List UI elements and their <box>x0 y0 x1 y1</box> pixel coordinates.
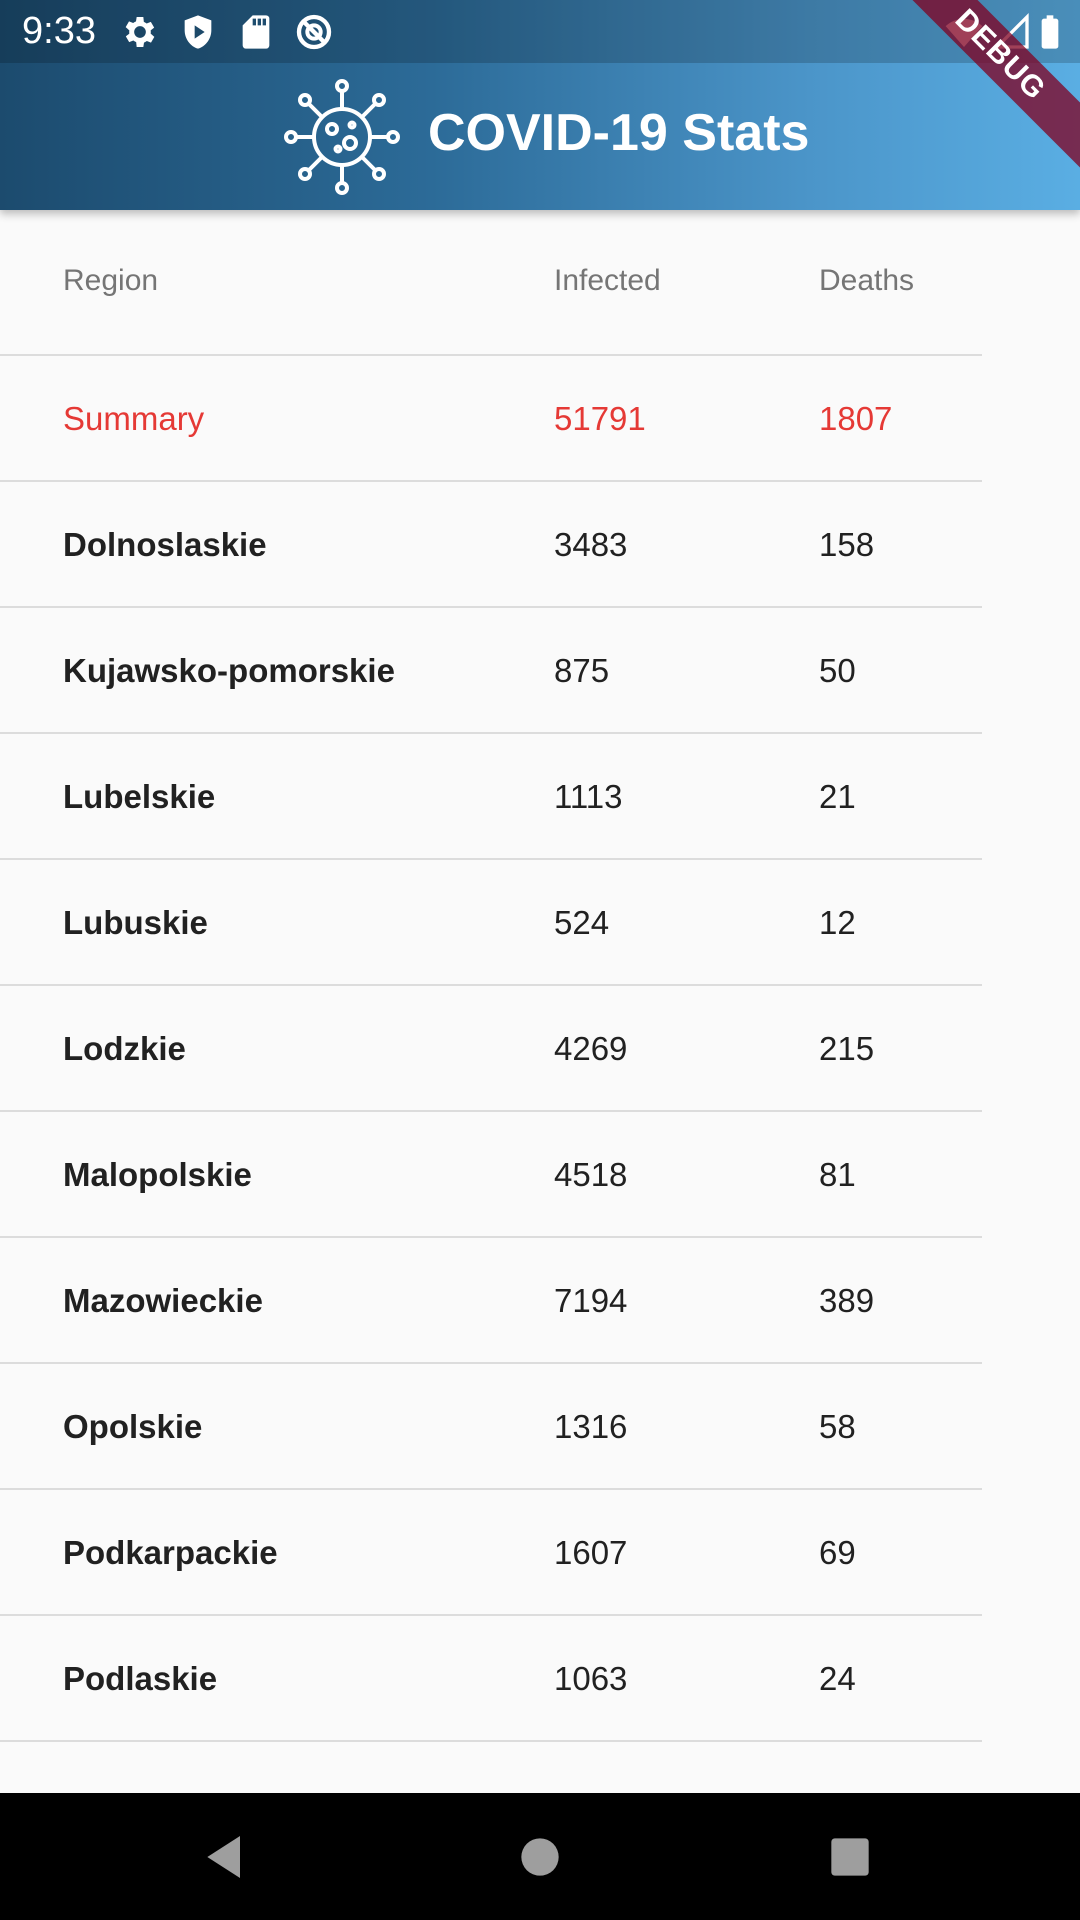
header-infected[interactable]: Infected <box>554 264 661 297</box>
recents-icon[interactable] <box>822 1829 878 1885</box>
infected-cell: 1607 <box>554 1534 628 1571</box>
infected-cell: 1316 <box>554 1408 628 1445</box>
table-row: Dolnoslaskie 3483 158 <box>0 482 982 608</box>
table-row: Podkarpackie 1607 69 <box>0 1490 982 1616</box>
app-title: COVID-19 Stats <box>428 104 810 162</box>
table-row: Podlaskie 1063 24 <box>0 1616 982 1742</box>
header: 9:33 <box>0 0 1080 210</box>
deaths-cell: 21 <box>819 778 856 815</box>
table-row: Lubuskie 524 12 <box>0 860 982 986</box>
deaths-cell: 81 <box>819 1156 856 1193</box>
deaths-cell: 24 <box>819 1660 856 1697</box>
stats-table: Region Infected Deaths Summary 51791 180… <box>0 210 982 1742</box>
back-icon[interactable] <box>198 1829 254 1885</box>
infected-cell: 524 <box>554 904 610 941</box>
table-row: Lubelskie 1113 21 <box>0 734 982 860</box>
summary-row: Summary 51791 1807 <box>0 356 982 482</box>
region-cell: Lubelskie <box>63 778 216 815</box>
deaths-cell: 389 <box>819 1282 875 1319</box>
table-header: Region Infected Deaths <box>0 210 982 356</box>
infected-cell: 7194 <box>554 1282 628 1319</box>
region-cell: Podkarpackie <box>63 1534 278 1571</box>
region-cell: Mazowieckie <box>63 1282 263 1319</box>
deaths-cell: 215 <box>819 1030 875 1067</box>
table-row: Kujawsko-pomorskie 875 50 <box>0 608 982 734</box>
summary-deaths: 1807 <box>819 400 893 437</box>
deaths-cell: 12 <box>819 904 856 941</box>
status-time: 9:33 <box>22 10 96 52</box>
region-cell: Lubuskie <box>63 904 208 941</box>
region-cell: Kujawsko-pomorskie <box>63 652 395 689</box>
sd-card-icon <box>242 15 270 49</box>
summary-region: Summary <box>63 400 205 437</box>
region-cell: Opolskie <box>63 1408 203 1445</box>
header-region[interactable]: Region <box>63 264 159 297</box>
summary-infected: 51791 <box>554 400 646 437</box>
infected-cell: 4269 <box>554 1030 628 1067</box>
home-icon[interactable] <box>512 1829 568 1885</box>
gear-icon <box>125 17 155 47</box>
infected-cell: 1113 <box>554 778 623 815</box>
deaths-cell: 50 <box>819 652 856 689</box>
virus-icon <box>284 79 400 195</box>
infected-cell: 1063 <box>554 1660 628 1697</box>
region-cell: Podlaskie <box>63 1660 218 1697</box>
header-deaths[interactable]: Deaths <box>819 264 915 297</box>
infected-cell: 3483 <box>554 526 628 563</box>
table-row: Malopolskie 4518 81 <box>0 1112 982 1238</box>
table-row: Opolskie 1316 58 <box>0 1364 982 1490</box>
no-tracking-icon <box>296 14 332 50</box>
region-cell: Lodzkie <box>63 1030 186 1067</box>
table-row: Mazowieckie 7194 389 <box>0 1238 982 1364</box>
shield-play-icon <box>184 15 212 49</box>
table-row: Lodzkie 4269 215 <box>0 986 982 1112</box>
app-bar: COVID-19 Stats <box>0 63 1080 210</box>
infected-cell: 875 <box>554 652 610 689</box>
deaths-cell: 69 <box>819 1534 856 1571</box>
region-cell: Malopolskie <box>63 1156 252 1193</box>
deaths-cell: 58 <box>819 1408 856 1445</box>
nav-bar <box>0 1793 1080 1920</box>
infected-cell: 4518 <box>554 1156 628 1193</box>
status-bar: 9:33 <box>0 0 1080 63</box>
deaths-cell: 158 <box>819 526 875 563</box>
region-cell: Dolnoslaskie <box>63 526 267 563</box>
battery-icon <box>1041 15 1059 49</box>
